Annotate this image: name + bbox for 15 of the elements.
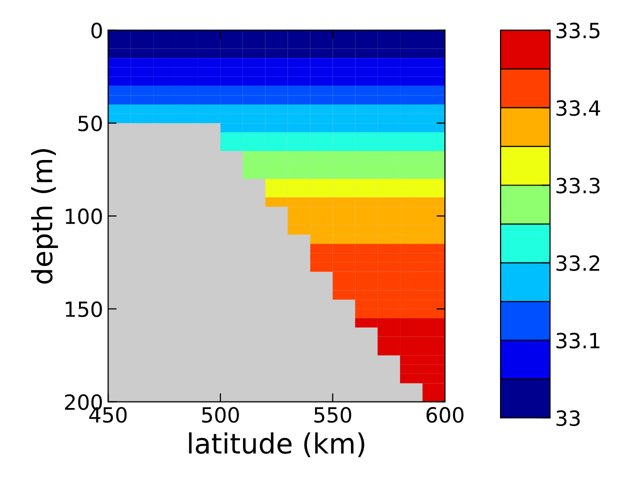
y-tick-label: 50 [78,116,102,132]
y-axis-title: depth (m) [31,149,58,284]
color-bar-label: 33.5 [556,22,600,38]
color-bar-label: 33.1 [556,332,600,349]
y-tick-label: 0 [91,22,102,38]
color-bar-label: 33 [556,410,580,426]
x-tick-label: 600 [426,407,464,423]
y-tick-label: 100 [66,208,102,224]
x-axis-title: latitude (km) [189,432,364,458]
color-bar-label: 33.4 [556,100,600,116]
color-bar-label: 33.3 [556,178,600,194]
x-tick-label: 550 [314,407,352,423]
y-tick-label: 150 [66,301,102,318]
color-bar-label: 33.2 [556,255,600,271]
x-tick-label: 500 [202,407,239,423]
